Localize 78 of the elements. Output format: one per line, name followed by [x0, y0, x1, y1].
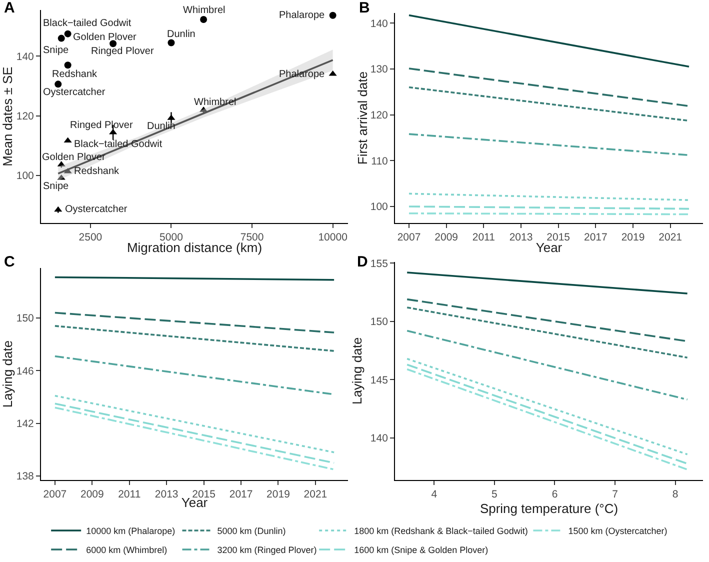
x-tick-label: 2017	[229, 488, 253, 501]
legend-label: 10000 km (Phalarope)	[86, 526, 176, 536]
x-tick-label: 10000	[318, 232, 348, 244]
x-tick-label: 4	[431, 488, 438, 501]
point	[64, 62, 72, 69]
x-tick-label: 6	[552, 488, 558, 501]
point	[54, 80, 62, 88]
y-tick-label: 100	[370, 201, 388, 214]
chart-title: D	[357, 254, 368, 270]
x-tick-label: 2021	[658, 232, 682, 244]
point	[54, 206, 62, 212]
x-tick-label: 7	[612, 488, 618, 501]
x-tick-label: 2007	[43, 488, 67, 501]
annotation: Black−tailed Godwit	[74, 139, 162, 150]
point	[109, 128, 118, 134]
y-axis-title: Laying date	[0, 340, 15, 408]
y-tick-label: 110	[371, 155, 388, 168]
x-tick-label: 2021	[304, 488, 328, 501]
y-axis-title: Mean dates ± SE	[0, 66, 15, 166]
annotation: Golden Plover	[73, 32, 138, 43]
x-tick-label: 5	[492, 488, 498, 501]
y-axis-title: Laying date	[350, 337, 365, 405]
legend-label: 1500 km (Oystercatcher)	[568, 526, 668, 536]
point	[200, 16, 208, 24]
annotation: Black−tailed Godwit	[43, 18, 132, 29]
chart-title: B	[359, 0, 370, 16]
point	[329, 12, 336, 19]
y-tick-label: 120	[16, 110, 34, 122]
x-tick-label: 2019	[266, 488, 290, 501]
point	[64, 30, 72, 38]
x-tick-label: 2017	[584, 232, 608, 244]
y-axis-title: First arrival date	[355, 71, 370, 165]
chart-title: C	[4, 254, 15, 270]
y-tick-label: 150	[16, 312, 34, 325]
annotation: Redshank	[74, 166, 120, 177]
annotation: Ringed Plover	[91, 46, 154, 57]
y-tick-label: 155	[370, 258, 388, 270]
legend-label: 1800 km (Redshank & Black−tailed Godwit)	[354, 526, 528, 536]
y-tick-label: 146	[16, 365, 34, 378]
y-tick-label: 120	[370, 109, 388, 122]
y-tick-label: 100	[16, 170, 34, 182]
point	[58, 34, 65, 42]
x-tick-label: 2013	[154, 488, 178, 501]
x-tick-label: 2009	[434, 232, 458, 244]
chart-title: A	[4, 0, 15, 16]
annotation: Oystercatcher	[43, 87, 106, 98]
point	[64, 137, 72, 143]
annotation: Dunlin	[167, 29, 196, 40]
legend-label: 6000 km (Whimbrel)	[86, 545, 168, 556]
legend-label: 1600 km (Snipe & Golden Plover)	[354, 545, 488, 556]
y-tick-label: 150	[370, 316, 388, 328]
y-tick-label: 145	[370, 374, 388, 386]
x-tick-label: 2015	[192, 488, 216, 501]
annotation: Snipe	[43, 181, 70, 192]
y-tick-label: 138	[16, 470, 34, 483]
annotation: Whimbrel	[183, 5, 226, 16]
x-tick-label: 2007	[397, 232, 421, 244]
annotation: Oystercatcher	[65, 204, 128, 215]
x-tick-label: 2011	[472, 232, 496, 244]
x-tick-label: 2500	[78, 232, 102, 244]
annotation: Redshank	[52, 69, 98, 80]
y-tick-label: 140	[16, 50, 34, 63]
x-axis-title: Spring temperature (°C)	[480, 501, 618, 516]
legend-label: 5000 km (Dunlin)	[217, 526, 286, 536]
x-tick-label: 2019	[621, 232, 645, 244]
x-tick-label: 2009	[80, 488, 104, 501]
annotation: Phalarope	[279, 10, 326, 21]
x-tick-label: 2011	[118, 488, 141, 501]
annotation: Snipe	[43, 45, 70, 56]
y-tick-label: 142	[16, 418, 34, 430]
annotation: Ringed Plover	[70, 120, 134, 131]
y-tick-label: 140	[370, 18, 388, 30]
x-tick-label: 8	[672, 488, 678, 501]
x-tick-label: 2013	[509, 232, 533, 244]
y-tick-label: 130	[370, 64, 388, 76]
point	[168, 39, 175, 46]
y-tick-label: 140	[370, 432, 388, 445]
legend-label: 3200 km (Ringed Plover)	[217, 545, 317, 556]
